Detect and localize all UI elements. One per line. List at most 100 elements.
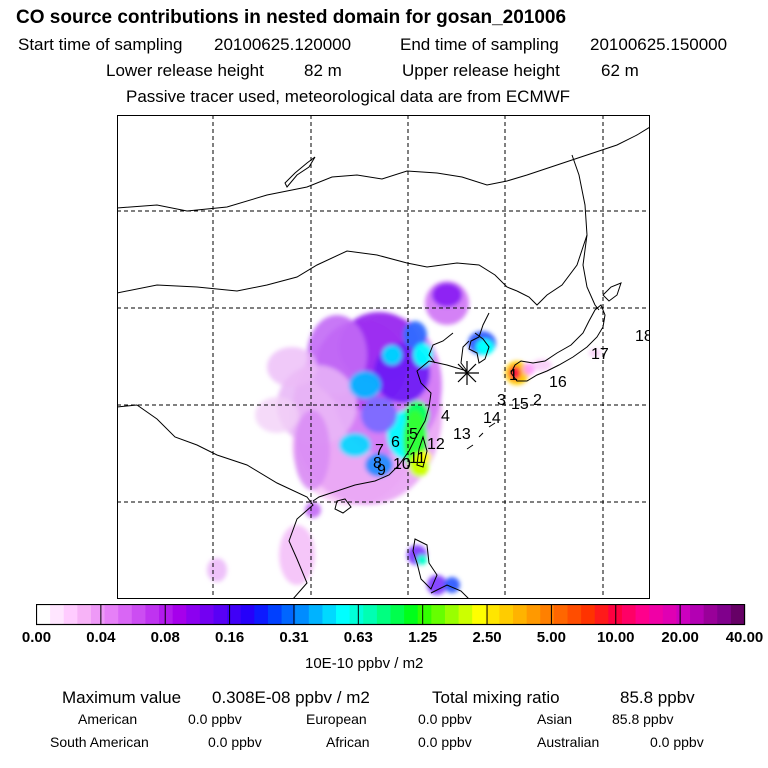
total-mixing-label: Total mixing ratio (432, 688, 560, 707)
upper-height-value: 62 m (601, 61, 639, 80)
colorbar-tick-label: 0.16 (214, 629, 245, 646)
hainan (334, 498, 352, 514)
colorbar-cell (431, 604, 446, 625)
korea (460, 312, 490, 372)
colorbar-cell (472, 604, 487, 625)
colorbar-cell (322, 604, 337, 625)
colorbar-cell (104, 604, 119, 625)
lower-height-label: Lower release height (106, 61, 264, 80)
colorbar-cell (553, 604, 569, 625)
concentration-blob (361, 397, 397, 433)
concentration-blob (349, 371, 381, 399)
concentration-blob (476, 339, 494, 355)
american-label: American (78, 711, 138, 727)
concentration-blob (339, 433, 371, 457)
colorbar-cell (499, 604, 514, 625)
colorbar-cell (131, 604, 147, 625)
receptor-star-icon (455, 361, 479, 385)
colorbar-cell (513, 604, 528, 625)
colorbar-cell (690, 604, 705, 625)
colorbar-cell (199, 604, 215, 625)
luzon (412, 538, 438, 590)
colorbar-cell (703, 604, 718, 625)
colorbar-tick-label: 0.63 (343, 629, 373, 646)
colorbar-tick-label: 0.00 (21, 629, 52, 646)
colorbar-cell (172, 604, 187, 625)
region-label-1: 1 (509, 367, 518, 384)
region-label-13: 13 (453, 426, 471, 443)
colorbar-cell (281, 604, 296, 625)
colorbar-cell (36, 604, 51, 625)
ryukyu (466, 422, 496, 450)
border-mongolia (117, 250, 518, 294)
philippines-south (430, 584, 470, 599)
colorbar-cell (295, 604, 310, 625)
max-value: 0.308E-08 ppbv / m2 (212, 688, 370, 707)
colorbar-cell (594, 604, 609, 625)
hokkaido (602, 282, 622, 302)
colorbar-cells (36, 604, 746, 625)
colorbar-tick-label: 2.50 (472, 629, 502, 646)
concentration-blob (279, 525, 315, 585)
african-label: African (326, 734, 370, 750)
taiwan (416, 435, 428, 468)
colorbar-cell (336, 604, 351, 625)
region-label-4: 4 (441, 408, 450, 425)
colorbar-cell (676, 604, 691, 625)
colorbar-tick-label: 40.00 (725, 629, 764, 646)
colorbar-cell (662, 604, 678, 625)
colorbar-cell (567, 604, 582, 625)
colorbar-cell (649, 604, 664, 625)
concentration-blob (589, 349, 601, 357)
colorbar-cell (444, 604, 460, 625)
colorbar-cell (308, 604, 324, 625)
region-label-12: 12 (427, 436, 445, 453)
colorbar-cell (254, 604, 269, 625)
concentration-blob (509, 366, 521, 380)
tracer-note: Passive tracer used, meteorological data… (126, 87, 571, 106)
colorbar-tick-label: 20.00 (661, 629, 699, 646)
region-label-14: 14 (483, 410, 501, 427)
colorbar-cell (227, 604, 242, 625)
map-frame (117, 115, 650, 599)
colorbar-cell (458, 604, 473, 625)
coastline-north-asia (117, 126, 650, 212)
colorbar-cell (63, 604, 78, 625)
concentration-blob (305, 502, 321, 518)
concentration-blob (403, 321, 427, 349)
concentration-blob (427, 575, 447, 595)
concentration-blob (417, 555, 427, 565)
concentration-blob (382, 345, 402, 365)
southamerican-label: South American (50, 734, 149, 750)
concentration-blob (532, 359, 552, 371)
coastlines (117, 126, 650, 599)
concentration-blob (267, 347, 317, 387)
colorbar-cell (349, 604, 364, 625)
colorbar-cell (635, 604, 650, 625)
colorbar-tick-label: 0.08 (150, 629, 180, 646)
max-value-label: Maximum value (62, 688, 182, 707)
bohai-coast (428, 332, 454, 364)
region-label-10: 10 (393, 456, 411, 473)
concentration-blob (523, 363, 535, 375)
region-label-17: 17 (591, 346, 609, 363)
plot-title: CO source contributions in nested domain… (16, 7, 567, 28)
colorbar-cell (730, 604, 746, 625)
concentration-blob (255, 397, 299, 433)
colorbar-cell (118, 604, 133, 625)
upper-height-label: Upper release height (402, 61, 560, 80)
colorbar-cell (50, 604, 65, 625)
colorbar-cell (485, 604, 501, 625)
colorbar-cell (540, 604, 555, 625)
colorbar-unit: 10E-10 ppbv / m2 (305, 655, 424, 672)
concentration-blob (432, 283, 462, 307)
colorbar-cell (621, 604, 637, 625)
concentration-blob (207, 558, 227, 582)
colorbar-tick-label: 0.04 (86, 629, 116, 646)
colorbar-tick-label: 10.00 (596, 629, 635, 646)
colorbar-cell (417, 604, 432, 625)
concentration-blob (413, 343, 433, 367)
colorbar-tick-label: 0.31 (279, 629, 309, 646)
lower-height-value: 82 m (304, 61, 342, 80)
